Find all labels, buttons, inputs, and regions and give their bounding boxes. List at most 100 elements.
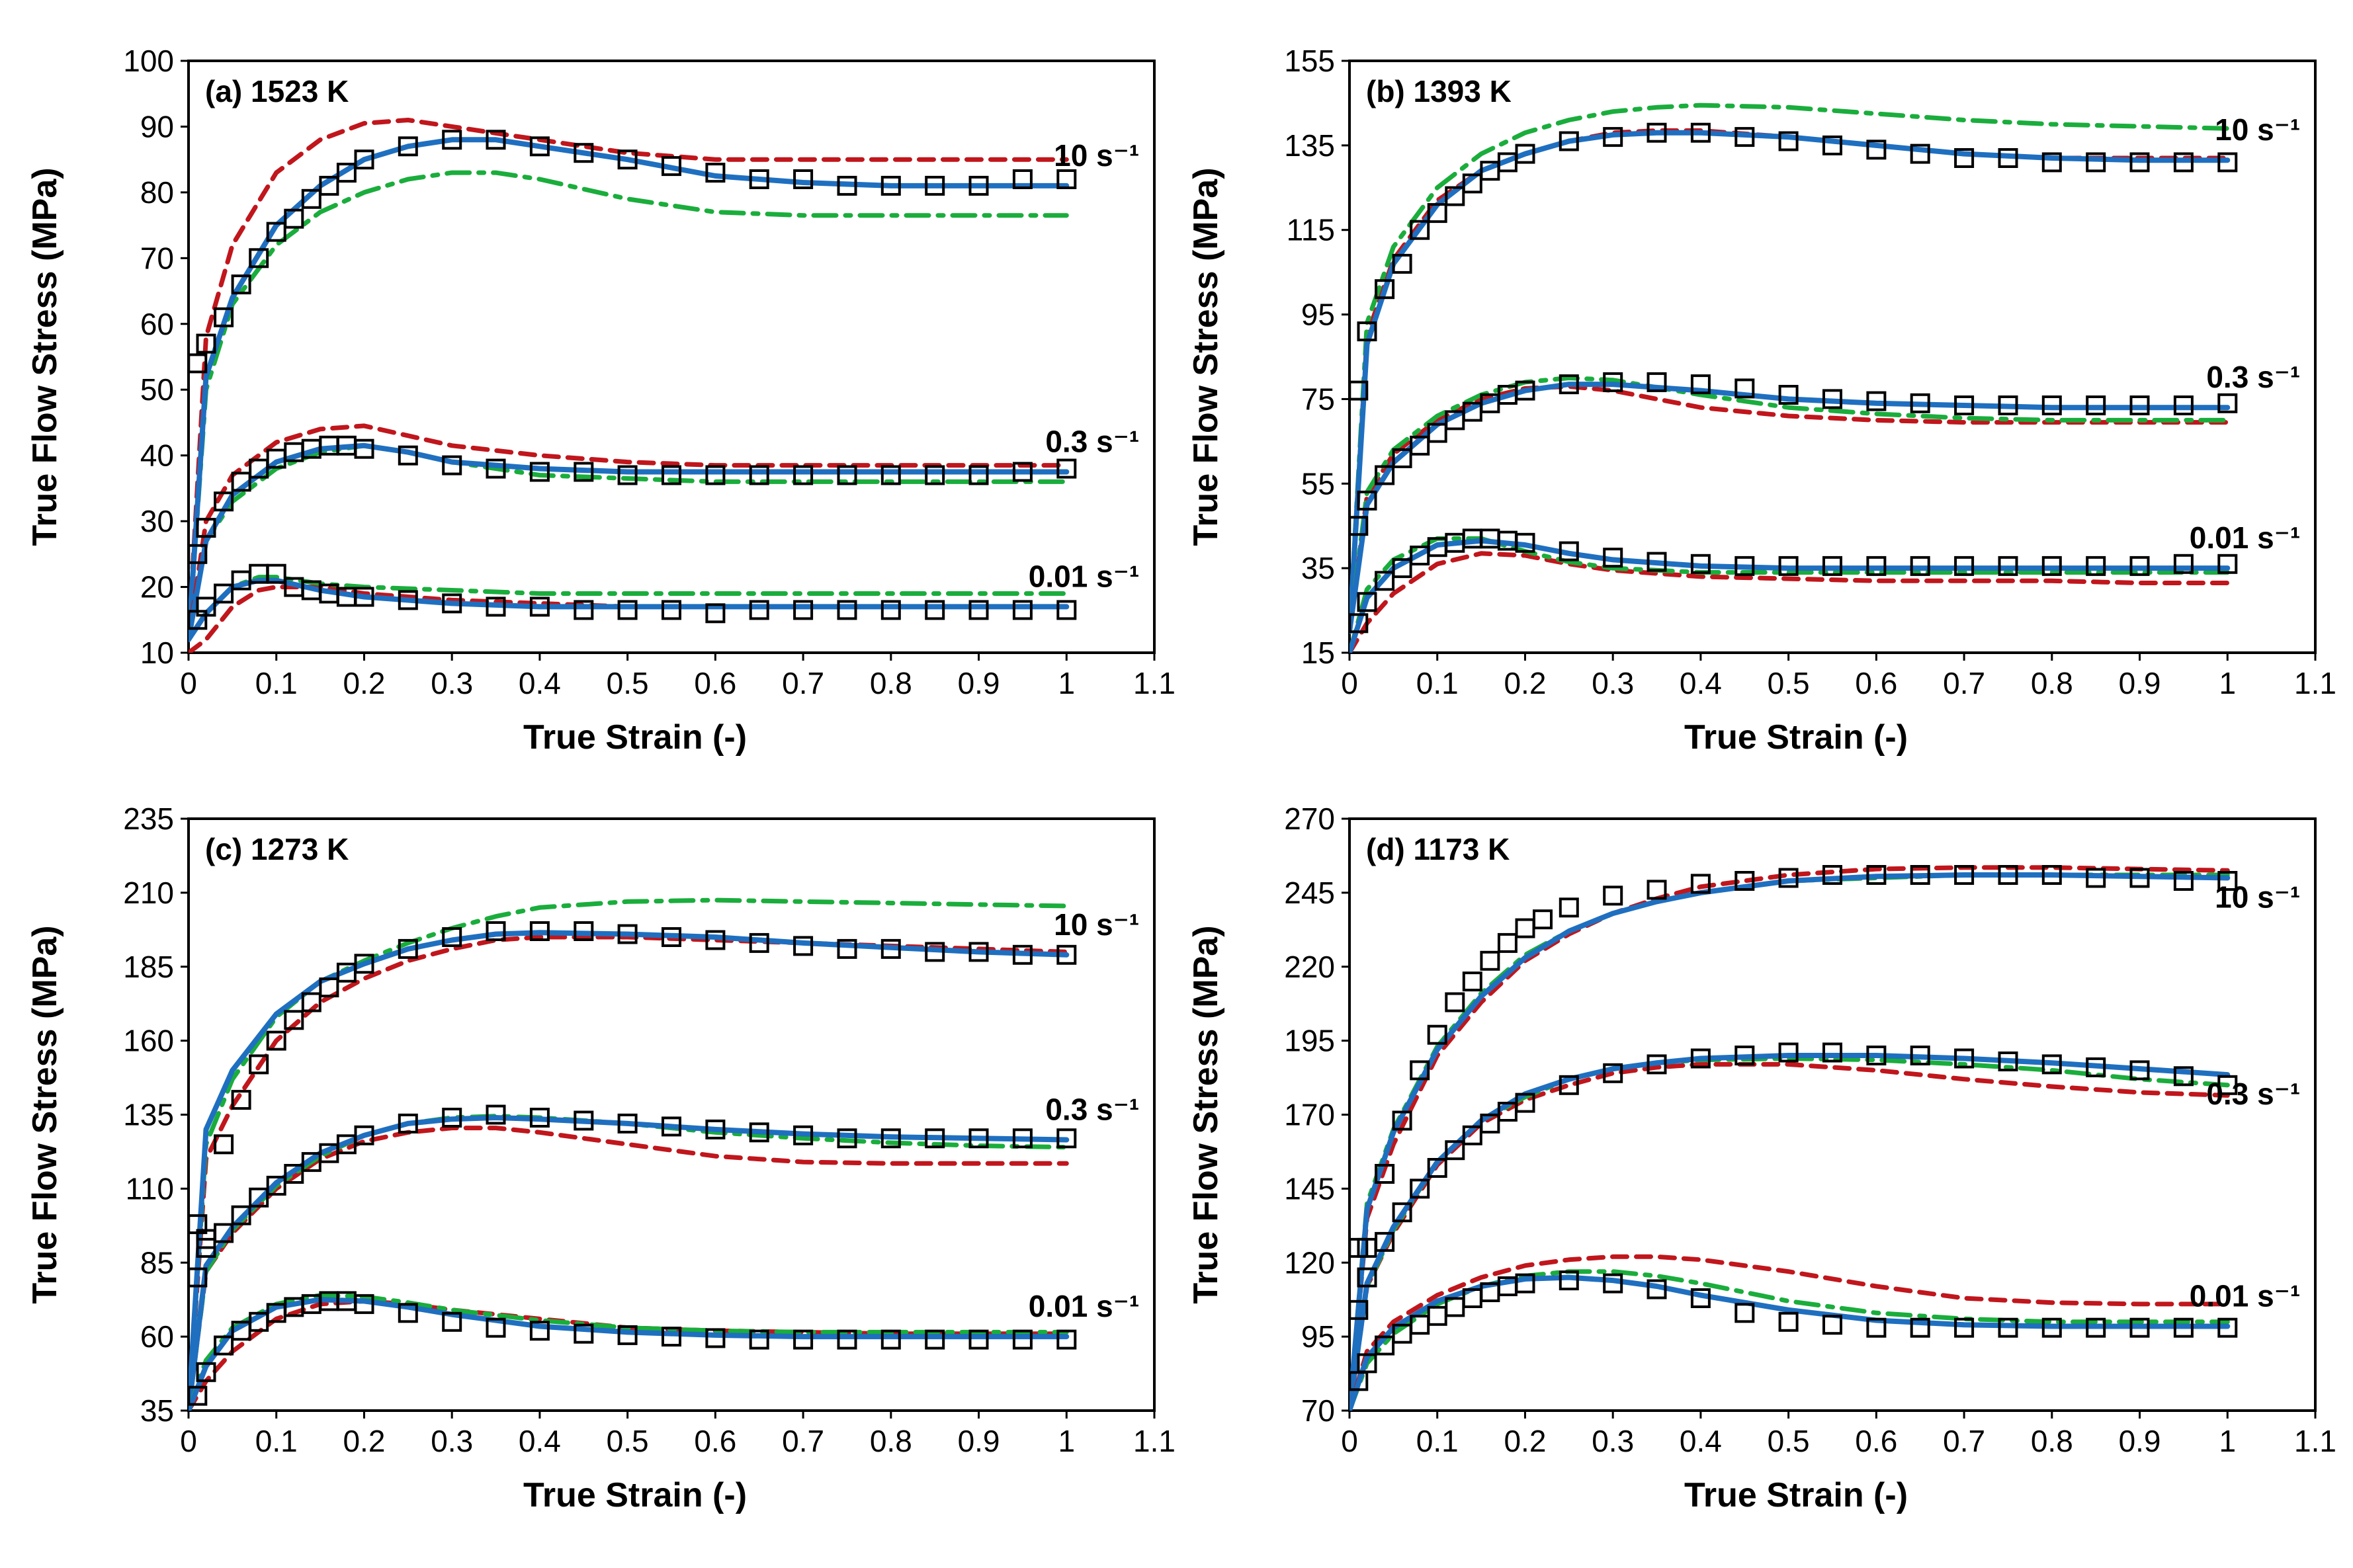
y-tick-label: 55 [1301,466,1335,501]
y-tick-label: 35 [140,1393,174,1428]
y-tick-label: 245 [1284,876,1335,910]
data-point [2041,1317,2062,1338]
y-tick-label: 35 [1301,551,1335,585]
x-axis-title: True Strain (-) [1684,718,1908,757]
data-point [1349,516,1369,536]
data-point [1056,600,1077,620]
data-point [1056,169,1077,189]
strain-rate-label: 0.3 s⁻¹ [1045,1093,1139,1127]
data-point [1497,932,1518,953]
plot-frame [187,60,1156,654]
data-point [354,438,374,459]
data-point [284,1164,304,1184]
x-tick-label: 0.4 [1680,666,1722,700]
x-tick-label: 0.6 [1855,666,1897,700]
x-tick-label: 1 [1058,666,1075,700]
data-point [1998,1052,2018,1071]
data-point [837,938,857,959]
data-point [529,1108,550,1128]
y-tick-label: 60 [140,1319,174,1354]
data-point [1056,1329,1077,1350]
x-tick-label: 0.4 [519,1424,561,1458]
y-tick-label: 15 [1301,636,1335,670]
data-point [1480,1113,1500,1134]
x-tick-label: 0.9 [958,666,1000,700]
data-point [1012,1329,1033,1350]
x-tick-label: 0 [180,666,197,700]
data-point [1357,1267,1377,1288]
data-point [231,1090,251,1110]
data-point [1012,600,1033,620]
x-tick-label: 0.8 [870,666,912,700]
data-point [1734,1303,1755,1323]
x-tick-label: 0.2 [1504,1424,1546,1458]
x-tick-label: 0.2 [343,666,385,700]
data-point [1445,186,1465,206]
series-line-blue [189,577,1070,643]
y-tick-label: 30 [140,504,174,538]
y-tick-label: 95 [1301,298,1335,332]
data-point [442,1108,462,1128]
x-tick-label: 0.4 [1680,1424,1722,1458]
data-point [1734,127,1755,147]
data-point [1954,1317,1975,1338]
y-tick-label: 50 [140,372,174,407]
data-point [705,930,726,950]
x-tick-label: 0.1 [1416,666,1459,700]
data-point [793,465,814,485]
data-point [1357,592,1377,612]
data-point [1778,868,1799,888]
data-point [1954,556,1975,576]
y-tick-label: 120 [1284,1245,1335,1280]
data-point [880,600,901,620]
data-point [2173,395,2194,415]
x-tick-label: 0.5 [1768,1424,1810,1458]
data-point [1998,1317,2018,1338]
data-point [1910,1317,1930,1338]
data-point [793,936,814,956]
data-point [2173,871,2194,891]
x-tick-label: 0.9 [958,1424,1000,1458]
x-tick-label: 0.1 [255,1424,298,1458]
data-point [442,1311,462,1332]
y-tick-label: 60 [140,307,174,341]
data-point [1910,1046,1930,1065]
data-point [1515,918,1535,938]
data-point [662,600,681,620]
data-point [705,1328,726,1348]
data-point [749,932,769,953]
data-point [574,1110,594,1131]
data-point [1778,131,1799,151]
data-point [1866,1317,1887,1338]
data-point [1910,865,1930,885]
x-tick-label: 1 [2219,666,2236,700]
y-axis-title: True Flow Stress (MPa) [26,925,64,1303]
data-point [214,491,234,512]
data-point [442,130,462,150]
data-point [617,465,638,485]
data-point [1357,321,1377,342]
y-tick-label: 145 [1284,1171,1335,1206]
data-point [1533,909,1553,930]
data-point [1392,448,1412,468]
data-point [486,597,506,617]
data-point [1410,1060,1430,1081]
data-point [1998,148,2018,168]
data-point [749,600,769,620]
data-point [1410,220,1430,240]
series-line-blue [189,137,1070,643]
x-tick-label: 0.7 [782,666,824,700]
data-point [196,597,216,617]
data-point [837,175,857,196]
data-point [354,149,374,170]
data-point [1427,1305,1447,1326]
data-point [1603,127,1623,147]
data-point [2129,395,2150,415]
y-tick-label: 110 [126,1171,174,1206]
data-point [705,465,726,485]
data-point [2129,1317,2150,1338]
chart-panel-3: 35 60 85 110 135 160 185 210 235 0 0.1 0.2 0.3 0.4 0.5… [26,802,1176,1514]
data-point [1056,1128,1077,1149]
data-point [705,163,726,183]
series-line-red [1349,551,2230,653]
